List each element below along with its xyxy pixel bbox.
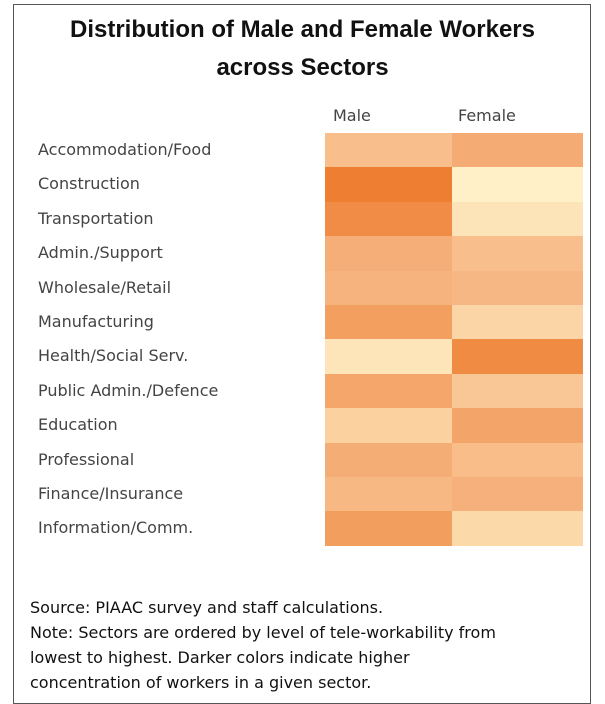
row-label: Wholesale/Retail [38,277,172,297]
heat-cell [325,167,452,202]
heat-cell [452,442,583,478]
note-line: concentration of workers in a given sect… [30,673,372,692]
page: Distribution of Male and Female Workers a… [13,4,591,704]
column-label: Female [458,106,516,125]
heat-cell [452,339,583,374]
row-label: Accommodation/Food [38,140,212,159]
row-label: Manufacturing [38,312,154,331]
heat-cell [452,408,583,443]
row-label: Admin./Support [38,243,163,263]
heat-cell [452,133,583,168]
heat-cell [452,373,583,409]
row-label: Public Admin./Defence [38,380,219,400]
heat-cell [325,236,452,271]
heat-cell [325,477,452,512]
row-label: Professional [38,449,135,469]
note-line: Note: Sectors are ordered by level of te… [30,623,496,642]
heat-cell [325,305,452,340]
heat-cell [325,373,452,409]
heat-cell [452,201,583,237]
row-label: Transportation [38,208,154,228]
note-line: Source: PIAAC survey and staff calculati… [30,598,384,617]
row-label: Construction [38,174,140,194]
heat-cell [325,442,452,478]
row-label: Education [38,415,118,435]
chart-title: Distribution of Male and Female Workers [70,16,535,43]
heat-cell [452,477,583,512]
heat-cell [325,339,452,374]
heat-cell [325,133,452,168]
row-label: Finance/Insurance [38,484,184,503]
heat-cell [452,270,583,306]
chart-title: across Sectors [216,54,389,81]
heat-cell [325,511,452,546]
note-line: lowest to highest. Darker colors indicat… [30,648,410,667]
heat-cell [325,270,452,306]
row-label: Health/Social Serv. [38,346,189,366]
heat-cell [452,511,583,546]
heat-cell [325,408,452,443]
heat-cell [325,201,452,237]
row-label: Information/Comm. [38,518,194,538]
heat-cell [452,167,583,202]
heat-cell [452,305,583,340]
heat-cell [452,236,583,271]
column-label: Male [333,106,371,125]
